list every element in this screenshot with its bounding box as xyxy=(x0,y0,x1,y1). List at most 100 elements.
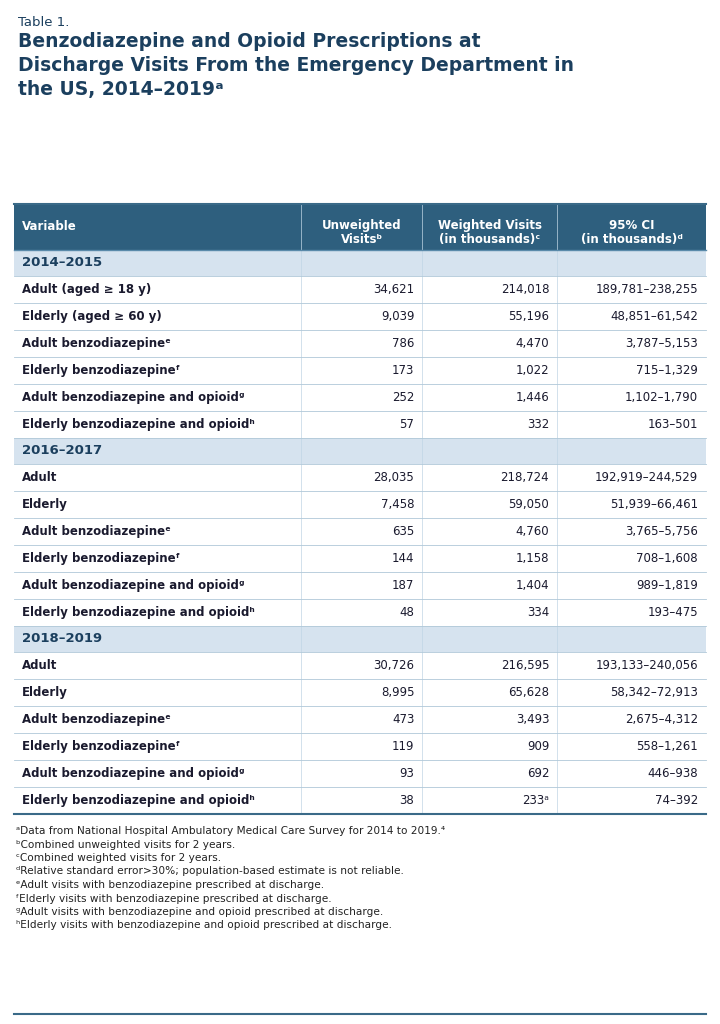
Bar xyxy=(14,599,706,626)
Text: Table 1.: Table 1. xyxy=(18,16,69,29)
Text: Adult: Adult xyxy=(22,659,58,672)
Text: 48: 48 xyxy=(400,606,414,618)
Text: 4,760: 4,760 xyxy=(516,525,549,538)
Text: Elderly benzodiazepine and opioidʰ: Elderly benzodiazepine and opioidʰ xyxy=(22,418,255,431)
Bar xyxy=(14,464,706,490)
Text: Adult benzodiazepine and opioidᵍ: Adult benzodiazepine and opioidᵍ xyxy=(22,579,245,592)
Text: 8,995: 8,995 xyxy=(381,686,414,699)
Text: 59,050: 59,050 xyxy=(508,498,549,511)
Bar xyxy=(14,384,706,411)
Text: 2014–2015: 2014–2015 xyxy=(22,256,102,269)
Text: 3,787–5,153: 3,787–5,153 xyxy=(625,337,698,350)
Text: ᵃData from National Hospital Ambulatory Medical Care Survey for 2014 to 2019.⁴: ᵃData from National Hospital Ambulatory … xyxy=(16,826,445,836)
Bar xyxy=(14,787,706,814)
Bar xyxy=(14,411,706,438)
Text: ᶜCombined weighted visits for 2 years.: ᶜCombined weighted visits for 2 years. xyxy=(16,853,221,863)
Text: 1,158: 1,158 xyxy=(516,552,549,565)
Text: 446–938: 446–938 xyxy=(647,767,698,780)
Text: 187: 187 xyxy=(392,579,414,592)
Text: 635: 635 xyxy=(392,525,414,538)
Bar xyxy=(14,760,706,787)
Bar xyxy=(14,490,706,518)
Text: Adult benzodiazepineᵉ: Adult benzodiazepineᵉ xyxy=(22,337,171,350)
Text: 173: 173 xyxy=(392,364,414,377)
Text: 58,342–72,913: 58,342–72,913 xyxy=(610,686,698,699)
Text: 715–1,329: 715–1,329 xyxy=(636,364,698,377)
Text: 216,595: 216,595 xyxy=(500,659,549,672)
Text: 34,621: 34,621 xyxy=(373,283,414,296)
Text: 95% CI: 95% CI xyxy=(609,219,654,232)
Bar xyxy=(14,679,706,706)
Text: Visitsᵇ: Visitsᵇ xyxy=(341,233,383,246)
Text: 2018–2019: 2018–2019 xyxy=(22,633,102,645)
Text: Elderly benzodiazepine and opioidʰ: Elderly benzodiazepine and opioidʰ xyxy=(22,794,255,807)
Bar xyxy=(14,518,706,545)
Text: 48,851–61,542: 48,851–61,542 xyxy=(610,310,698,323)
Text: ᶠElderly visits with benzodiazepine prescribed at discharge.: ᶠElderly visits with benzodiazepine pres… xyxy=(16,894,332,903)
Bar xyxy=(14,706,706,733)
Text: Elderly: Elderly xyxy=(22,686,68,699)
Text: 3,765–5,756: 3,765–5,756 xyxy=(625,525,698,538)
Text: ᵍAdult visits with benzodiazepine and opioid prescribed at discharge.: ᵍAdult visits with benzodiazepine and op… xyxy=(16,907,383,918)
Bar xyxy=(14,357,706,384)
Text: 218,724: 218,724 xyxy=(500,471,549,484)
Text: 193–475: 193–475 xyxy=(647,606,698,618)
Text: Benzodiazepine and Opioid Prescriptions at
Discharge Visits From the Emergency D: Benzodiazepine and Opioid Prescriptions … xyxy=(18,32,574,98)
Bar xyxy=(14,626,706,652)
Text: 909: 909 xyxy=(527,740,549,753)
Text: 1,404: 1,404 xyxy=(516,579,549,592)
Text: Adult benzodiazepineᵉ: Adult benzodiazepineᵉ xyxy=(22,525,171,538)
Text: Variable: Variable xyxy=(22,220,77,233)
Text: Adult benzodiazepine and opioidᵍ: Adult benzodiazepine and opioidᵍ xyxy=(22,767,245,780)
Text: 786: 786 xyxy=(392,337,414,350)
Text: 252: 252 xyxy=(392,391,414,404)
Text: 332: 332 xyxy=(527,418,549,431)
Text: Adult (aged ≥ 18 y): Adult (aged ≥ 18 y) xyxy=(22,283,151,296)
Text: 189,781–238,255: 189,781–238,255 xyxy=(595,283,698,296)
Text: Elderly benzodiazepineᶠ: Elderly benzodiazepineᶠ xyxy=(22,740,180,753)
Text: ᵈRelative standard error>30%; population-based estimate is not reliable.: ᵈRelative standard error>30%; population… xyxy=(16,866,404,877)
Text: 30,726: 30,726 xyxy=(373,659,414,672)
Text: 558–1,261: 558–1,261 xyxy=(636,740,698,753)
Text: 55,196: 55,196 xyxy=(508,310,549,323)
Bar xyxy=(14,733,706,760)
Text: ʰElderly visits with benzodiazepine and opioid prescribed at discharge.: ʰElderly visits with benzodiazepine and … xyxy=(16,921,392,931)
Text: Adult benzodiazepineᵉ: Adult benzodiazepineᵉ xyxy=(22,713,171,726)
Text: 2,675–4,312: 2,675–4,312 xyxy=(625,713,698,726)
Text: Elderly (aged ≥ 60 y): Elderly (aged ≥ 60 y) xyxy=(22,310,162,323)
Text: 74–392: 74–392 xyxy=(654,794,698,807)
Text: 1,022: 1,022 xyxy=(516,364,549,377)
Text: 57: 57 xyxy=(400,418,414,431)
Text: Elderly: Elderly xyxy=(22,498,68,511)
Text: 214,018: 214,018 xyxy=(500,283,549,296)
Bar xyxy=(14,204,706,250)
Text: 9,039: 9,039 xyxy=(381,310,414,323)
Text: 3,493: 3,493 xyxy=(516,713,549,726)
Text: 7,458: 7,458 xyxy=(381,498,414,511)
Bar xyxy=(14,652,706,679)
Text: 4,470: 4,470 xyxy=(516,337,549,350)
Text: 334: 334 xyxy=(527,606,549,618)
Text: 192,919–244,529: 192,919–244,529 xyxy=(595,471,698,484)
Text: 708–1,608: 708–1,608 xyxy=(636,552,698,565)
Text: Elderly benzodiazepineᶠ: Elderly benzodiazepineᶠ xyxy=(22,552,180,565)
Text: 144: 144 xyxy=(392,552,414,565)
Text: 473: 473 xyxy=(392,713,414,726)
Text: ᵇCombined unweighted visits for 2 years.: ᵇCombined unweighted visits for 2 years. xyxy=(16,840,235,850)
Text: ᵉAdult visits with benzodiazepine prescribed at discharge.: ᵉAdult visits with benzodiazepine prescr… xyxy=(16,880,324,890)
Text: Unweighted: Unweighted xyxy=(322,219,402,232)
Text: (in thousands)ᶜ: (in thousands)ᶜ xyxy=(439,233,540,246)
Text: Adult: Adult xyxy=(22,471,58,484)
Text: 2016–2017: 2016–2017 xyxy=(22,444,102,458)
Text: 692: 692 xyxy=(527,767,549,780)
Text: 119: 119 xyxy=(392,740,414,753)
Text: 989–1,819: 989–1,819 xyxy=(636,579,698,592)
Text: (in thousands)ᵈ: (in thousands)ᵈ xyxy=(580,233,683,246)
Text: 28,035: 28,035 xyxy=(374,471,414,484)
Text: Weighted Visits: Weighted Visits xyxy=(438,219,541,232)
Text: 38: 38 xyxy=(400,794,414,807)
Text: Elderly benzodiazepine and opioidʰ: Elderly benzodiazepine and opioidʰ xyxy=(22,606,255,618)
Bar xyxy=(14,438,706,464)
Text: 193,133–240,056: 193,133–240,056 xyxy=(595,659,698,672)
Bar xyxy=(14,303,706,330)
